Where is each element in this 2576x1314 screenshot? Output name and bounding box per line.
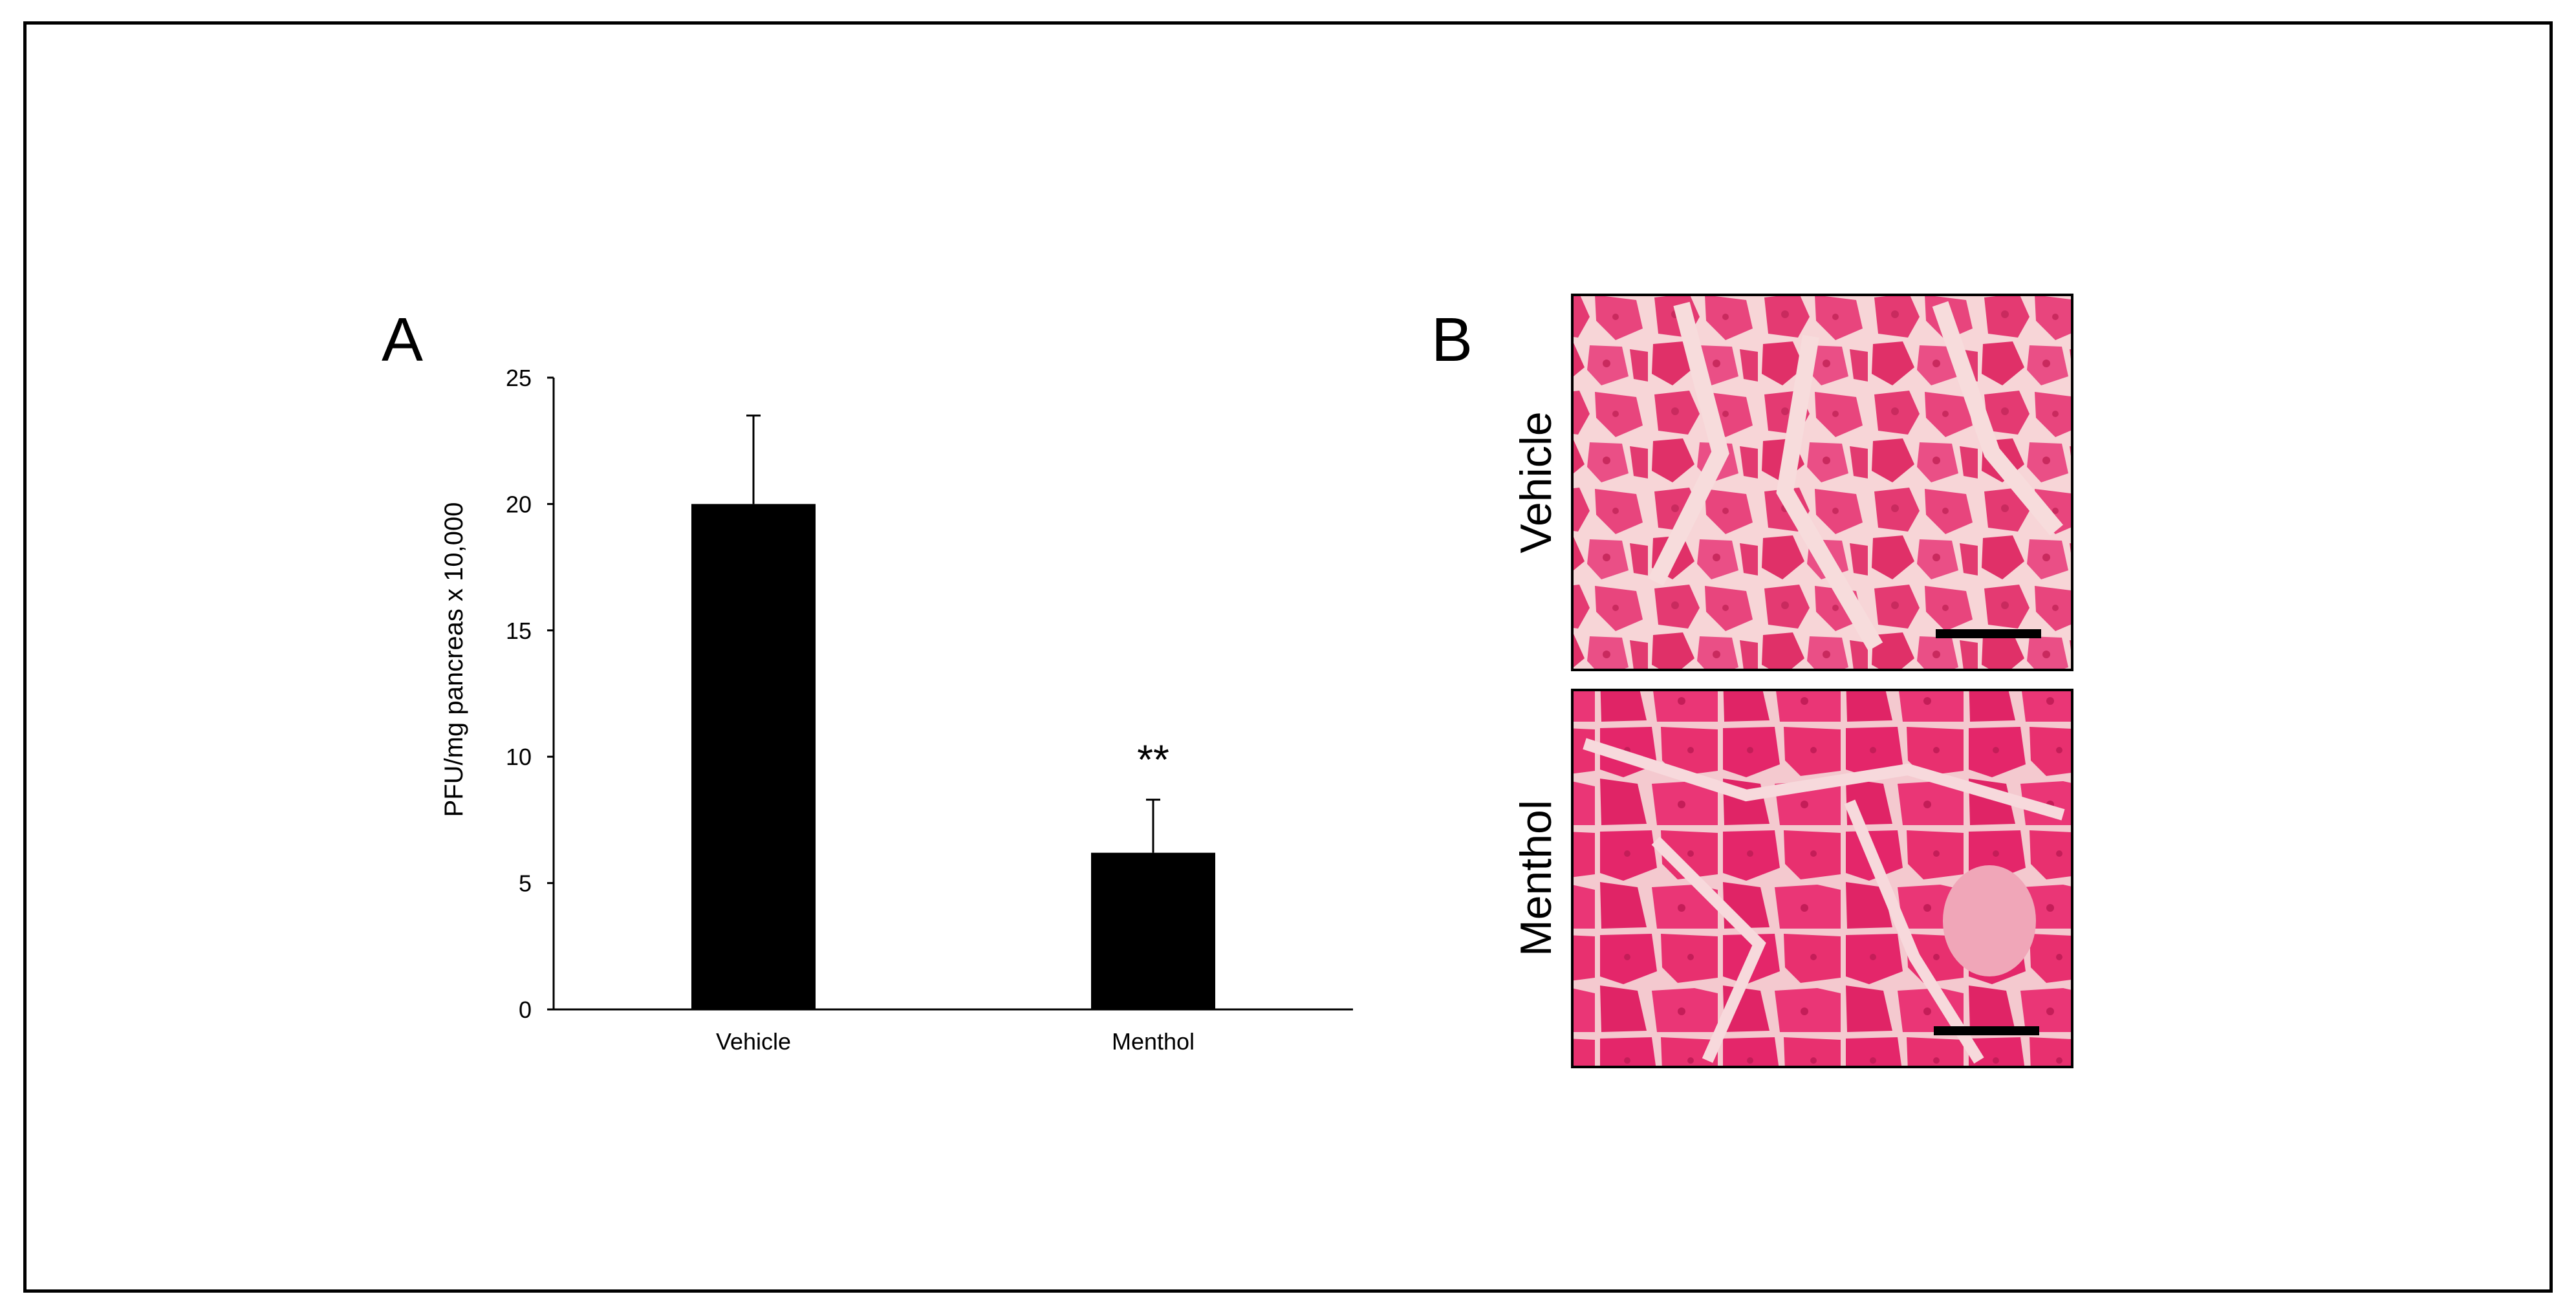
figure-border — [23, 21, 2553, 1293]
islet — [1943, 865, 2036, 976]
bar-chart: PFU/mg pancreas x 10,000 0 5 10 15 20 25 Vehi… — [440, 365, 1353, 1055]
panel-label-a: A — [382, 305, 423, 374]
y-tick-label: 15 — [506, 618, 532, 644]
scale-bar-vehicle — [1936, 629, 2041, 638]
bar-menthol — [1091, 852, 1215, 1009]
x-tick-label: Vehicle — [716, 1028, 791, 1055]
micrograph-label-menthol: Menthol — [1511, 800, 1561, 956]
y-tick-label: 5 — [519, 870, 532, 897]
significance-marker: ** — [1137, 737, 1169, 783]
y-tick-label: 10 — [506, 744, 532, 770]
micrograph-vehicle: Vehicle — [1511, 294, 2073, 671]
y-axis-label: PFU/mg pancreas x 10,000 — [440, 502, 468, 817]
micrograph-menthol: Menthol — [1511, 689, 2073, 1068]
scale-bar-menthol — [1934, 1026, 2039, 1035]
bar-vehicle — [691, 504, 816, 1009]
y-tick-label: 20 — [506, 491, 532, 517]
x-tick-label: Menthol — [1112, 1028, 1195, 1055]
panel-label-b: B — [1431, 305, 1473, 374]
y-tick-label: 0 — [519, 996, 532, 1023]
y-tick-label: 25 — [506, 365, 532, 391]
micrograph-label-vehicle: Vehicle — [1511, 411, 1561, 553]
